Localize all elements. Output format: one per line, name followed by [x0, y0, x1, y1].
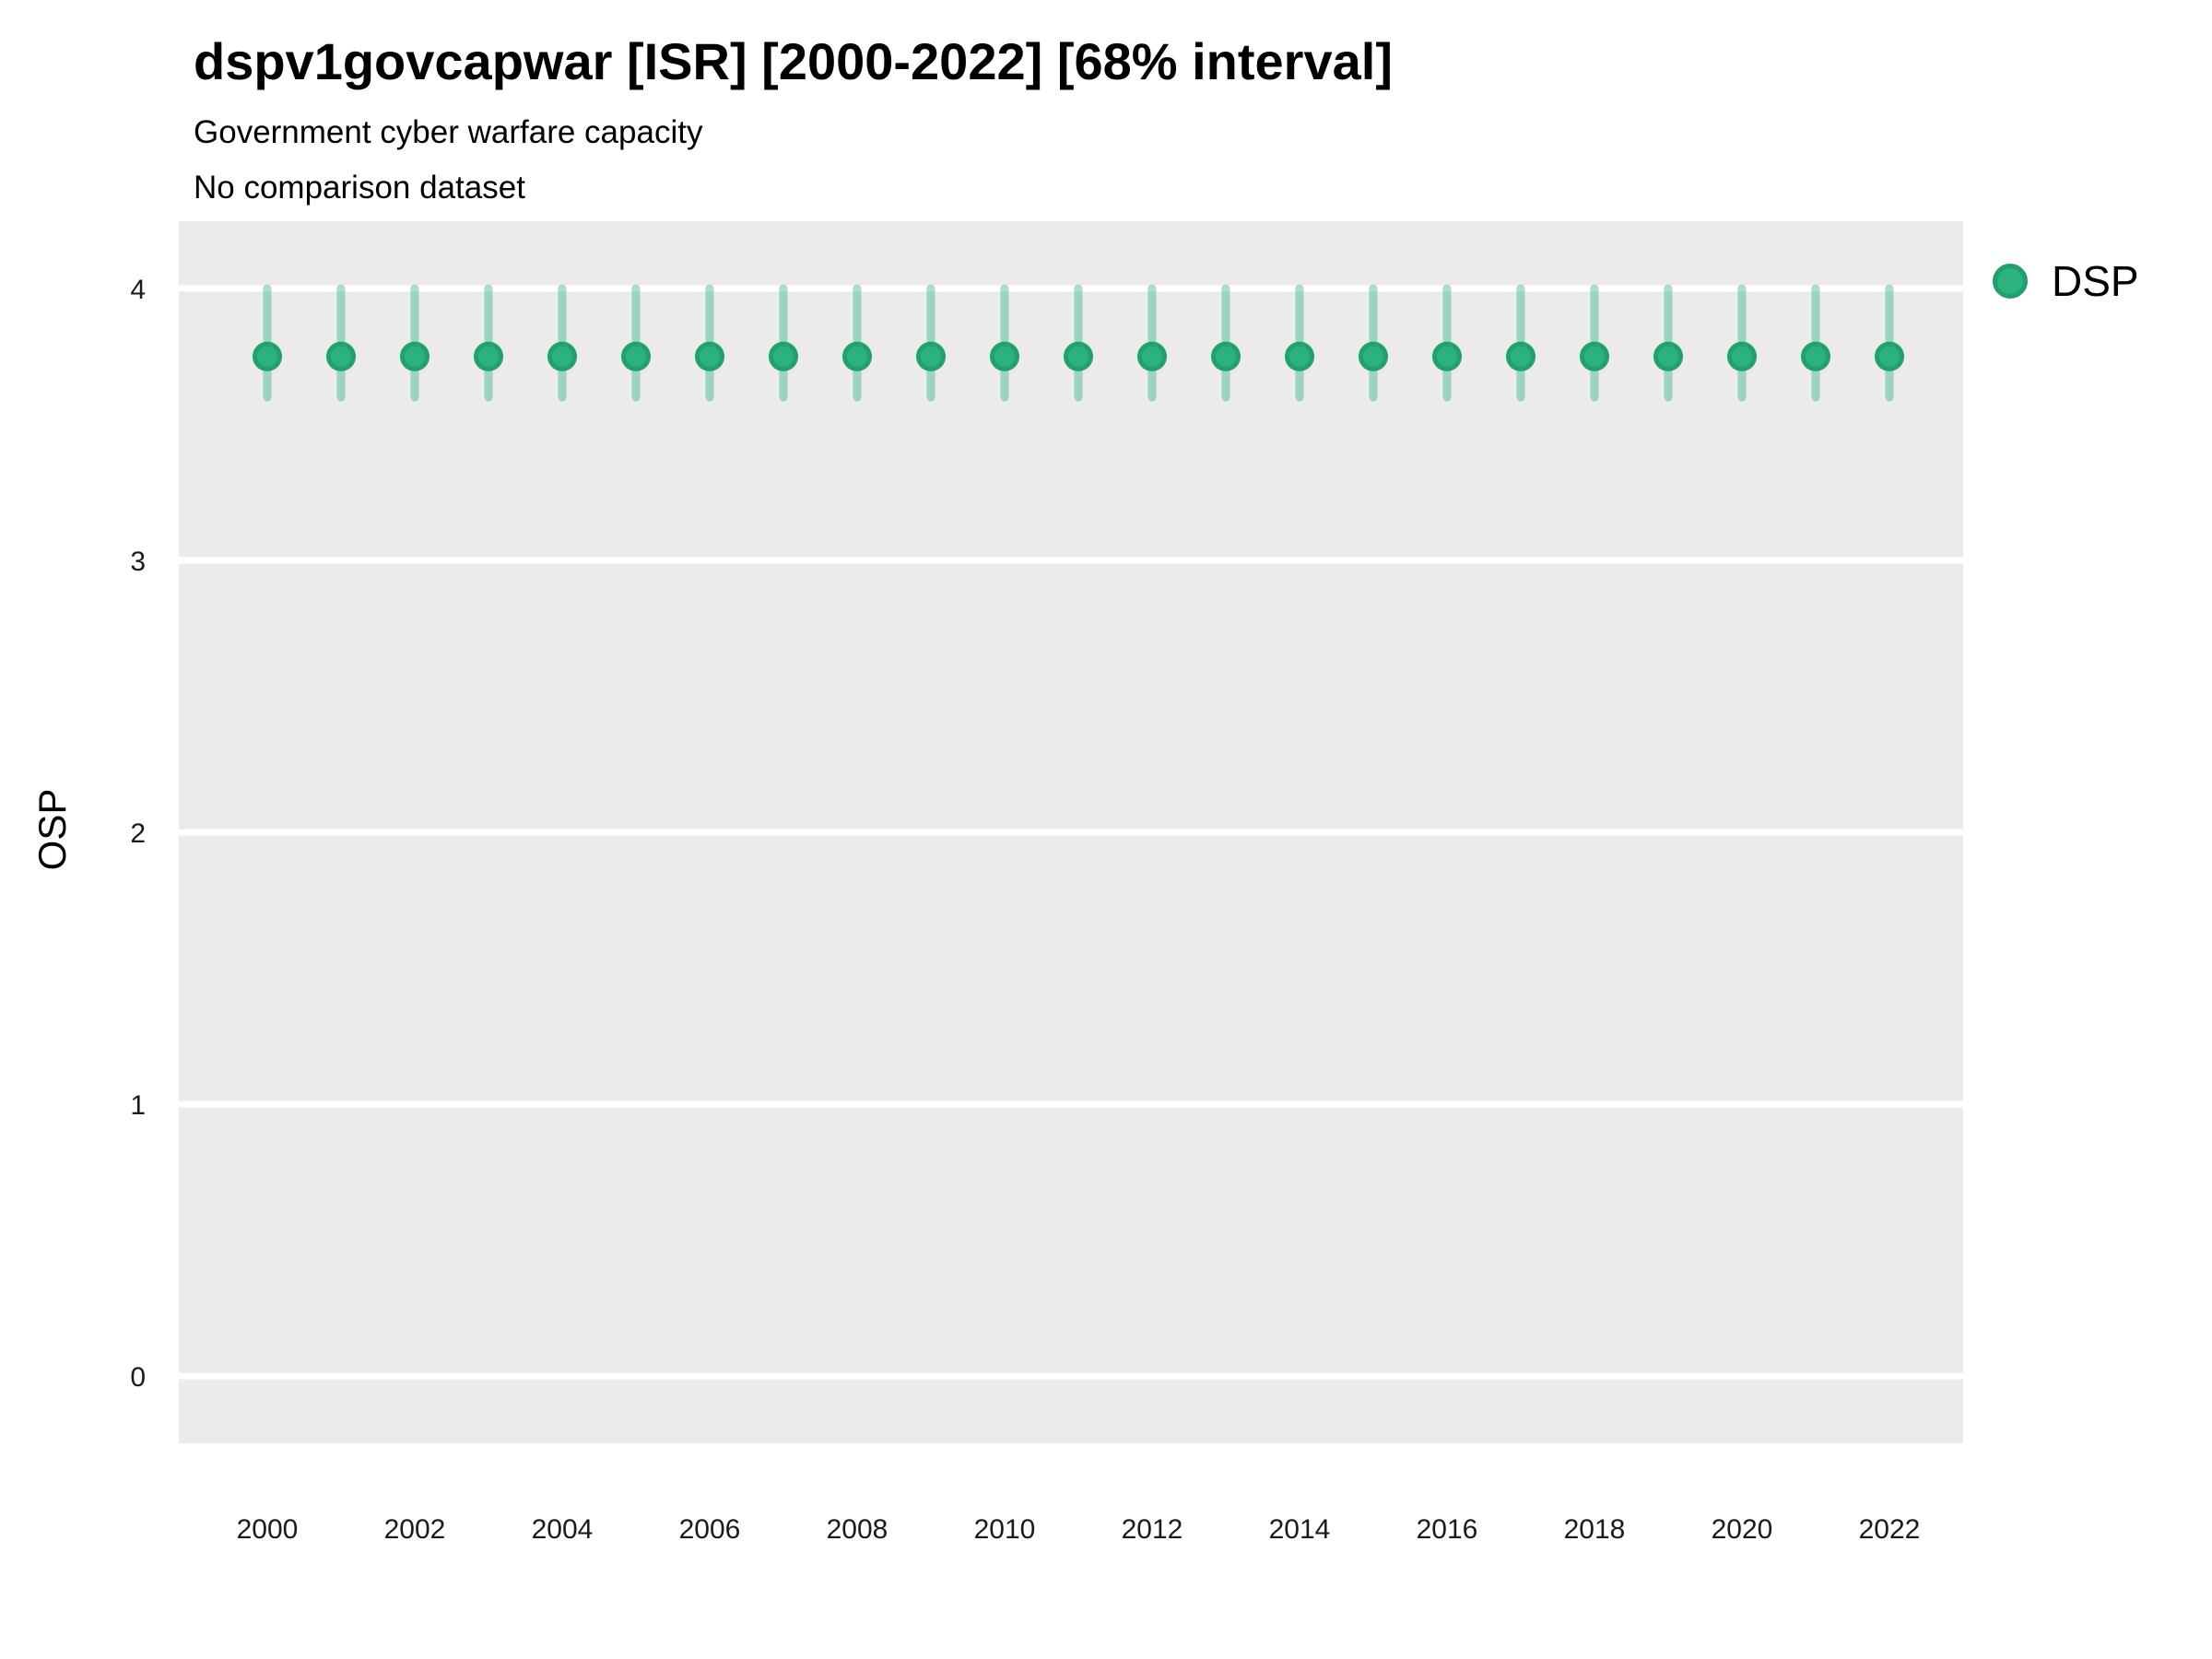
data-point-2010 — [990, 341, 1019, 371]
y-tick-label: 1 — [130, 1090, 146, 1121]
y-tick-label: 4 — [130, 275, 146, 305]
data-point-2015 — [1359, 341, 1388, 371]
data-point-2008 — [842, 341, 872, 371]
data-point-2003 — [474, 341, 503, 371]
data-point-2007 — [769, 341, 798, 371]
data-point-2022 — [1875, 341, 1904, 371]
data-point-2006 — [695, 341, 724, 371]
data-point-2011 — [1064, 341, 1093, 371]
data-point-2005 — [621, 341, 651, 371]
x-tick-label: 2008 — [827, 1514, 888, 1545]
data-point-2002 — [400, 341, 429, 371]
chart-title: dspv1govcapwar [ISR] [2000-2022] [68% in… — [194, 32, 1393, 90]
data-point-2019 — [1653, 341, 1683, 371]
data-point-2000 — [253, 341, 282, 371]
y-tick-label: 2 — [130, 818, 146, 849]
x-tick-label: 2018 — [1564, 1514, 1626, 1545]
y-axis-title: OSP — [30, 788, 74, 871]
data-point-2014 — [1285, 341, 1314, 371]
y-tick-label: 0 — [130, 1362, 146, 1393]
data-point-2020 — [1727, 341, 1757, 371]
x-tick-label: 2006 — [679, 1514, 741, 1545]
chart-subtitle: Government cyber warfare capacity — [194, 114, 703, 150]
y-tick-label: 3 — [130, 547, 146, 577]
x-tick-label: 2020 — [1712, 1514, 1773, 1545]
legend-label-dsp: DSP — [2052, 257, 2139, 305]
data-point-2021 — [1801, 341, 1830, 371]
x-tick-label: 2022 — [1859, 1514, 1921, 1545]
x-tick-label: 2002 — [384, 1514, 446, 1545]
x-tick-label: 2014 — [1269, 1514, 1331, 1545]
data-point-2013 — [1211, 341, 1241, 371]
x-tick-label: 2004 — [532, 1514, 594, 1545]
data-point-2009 — [916, 341, 946, 371]
chart-subtitle-line2: No comparison dataset — [194, 170, 525, 206]
legend: DSP — [1993, 256, 2139, 306]
data-point-2001 — [326, 341, 356, 371]
data-point-2017 — [1506, 341, 1535, 371]
data-point-2016 — [1432, 341, 1462, 371]
data-point-2012 — [1137, 341, 1167, 371]
legend-marker-dsp-icon — [1993, 264, 2028, 299]
x-tick-label: 2012 — [1122, 1514, 1183, 1545]
x-tick-label: 2000 — [237, 1514, 299, 1545]
x-tick-label: 2010 — [974, 1514, 1036, 1545]
data-point-2018 — [1580, 341, 1609, 371]
data-point-2004 — [547, 341, 577, 371]
x-tick-label: 2016 — [1417, 1514, 1478, 1545]
